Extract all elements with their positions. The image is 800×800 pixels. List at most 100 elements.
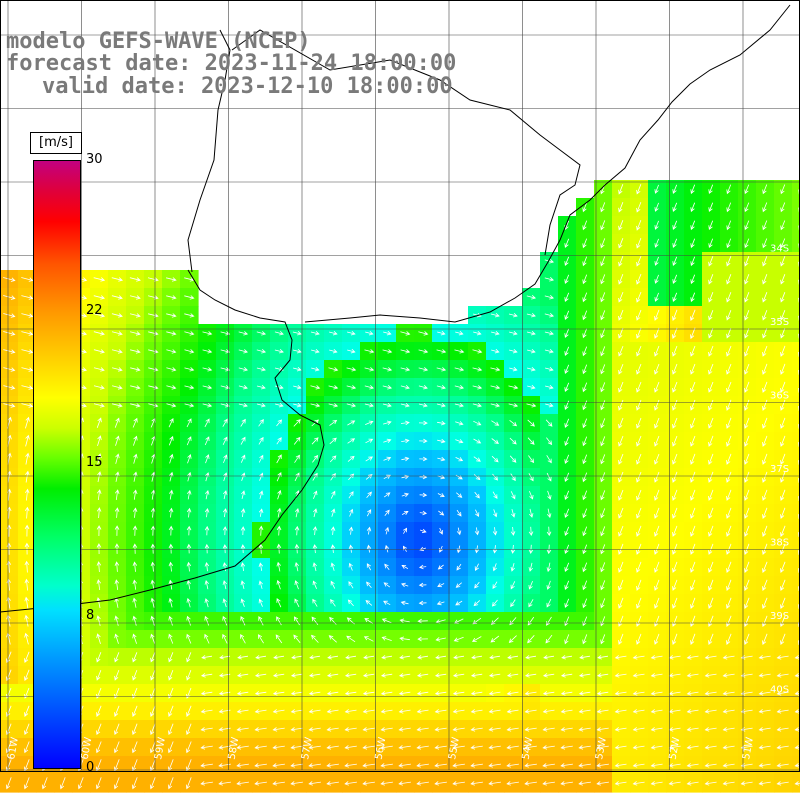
wind-cell bbox=[522, 630, 541, 649]
wind-arrow bbox=[618, 525, 624, 537]
wind-arrow bbox=[690, 543, 696, 555]
wind-cell bbox=[792, 180, 800, 199]
wind-arrow bbox=[708, 615, 714, 627]
wind-arrow bbox=[780, 543, 786, 555]
wind-arrow bbox=[205, 472, 210, 482]
wind-arrow bbox=[400, 385, 410, 390]
wind-arrow bbox=[168, 652, 174, 663]
wind-arrow bbox=[272, 709, 285, 714]
wind-arrow bbox=[6, 669, 12, 682]
wind-arrow bbox=[382, 367, 393, 372]
wind-arrow bbox=[96, 669, 102, 681]
wind-arrow bbox=[328, 403, 339, 408]
wind-arrow bbox=[312, 598, 318, 607]
wind-arrow bbox=[293, 402, 302, 408]
wind-arrow bbox=[166, 349, 177, 354]
wind-arrow bbox=[382, 349, 393, 354]
wind-arrow bbox=[362, 727, 375, 732]
wind-arrow bbox=[474, 581, 480, 589]
wind-arrow bbox=[293, 385, 302, 390]
wind-arrow bbox=[258, 419, 264, 427]
wind-arrow bbox=[794, 673, 800, 678]
wind-arrow bbox=[380, 727, 393, 732]
wind-arrow bbox=[726, 633, 732, 645]
wind-arrow bbox=[490, 385, 501, 390]
wind-arrow bbox=[780, 328, 786, 339]
wind-arrow bbox=[488, 709, 501, 714]
wind-arrow bbox=[618, 507, 624, 519]
wind-cell bbox=[432, 576, 451, 595]
wind-arrow bbox=[780, 525, 786, 537]
wind-arrow bbox=[545, 634, 553, 644]
wind-arrow bbox=[416, 727, 429, 732]
wind-arrow bbox=[762, 435, 768, 447]
wind-arrow bbox=[184, 385, 195, 390]
wind-arrow bbox=[708, 328, 714, 339]
wind-arrow bbox=[744, 256, 750, 267]
wind-arrow bbox=[186, 543, 192, 554]
wind-arrow bbox=[401, 511, 409, 516]
wind-arrow bbox=[254, 781, 267, 786]
wind-arrow bbox=[200, 691, 213, 696]
wind-arrow bbox=[758, 691, 771, 696]
wind-arrow bbox=[704, 655, 717, 660]
wind-cell bbox=[504, 576, 523, 595]
wind-cell bbox=[792, 468, 800, 487]
wind-arrow bbox=[130, 385, 141, 390]
wind-arrow bbox=[686, 745, 699, 750]
wind-arrow bbox=[254, 745, 267, 750]
wind-arrow bbox=[6, 560, 12, 573]
wind-arrow bbox=[290, 745, 303, 750]
wind-arrow bbox=[419, 456, 428, 462]
wind-arrow bbox=[236, 691, 249, 696]
wind-arrow bbox=[93, 385, 105, 390]
wind-arrow bbox=[3, 367, 16, 372]
wind-arrow bbox=[364, 349, 375, 354]
wind-arrow bbox=[654, 435, 660, 447]
wind-arrow bbox=[97, 453, 102, 464]
wind-arrow bbox=[363, 636, 374, 642]
wind-arrow bbox=[326, 763, 339, 768]
wind-arrow bbox=[398, 727, 411, 732]
wind-arrow bbox=[380, 709, 393, 714]
wind-arrow bbox=[473, 474, 481, 481]
wind-arrow bbox=[25, 416, 30, 429]
wind-arrow bbox=[636, 633, 642, 645]
wind-arrow bbox=[527, 367, 536, 372]
wind-arrow bbox=[762, 489, 768, 501]
wind-arrow bbox=[762, 507, 768, 519]
wind-arrow bbox=[780, 633, 786, 645]
wind-arrow bbox=[326, 781, 339, 786]
wind-arrow bbox=[758, 745, 771, 750]
wind-arrow bbox=[632, 781, 645, 786]
wind-arrow bbox=[97, 471, 102, 483]
wind-arrow bbox=[150, 597, 155, 608]
wind-arrow bbox=[240, 633, 246, 644]
wind-cell bbox=[792, 216, 800, 235]
wind-arrow bbox=[150, 615, 155, 626]
wind-arrow bbox=[600, 454, 606, 465]
wind-arrow bbox=[222, 598, 227, 608]
wind-arrow bbox=[780, 471, 786, 483]
wind-arrow bbox=[132, 615, 137, 626]
wind-arrow bbox=[578, 745, 591, 750]
wind-arrow bbox=[383, 438, 392, 443]
wind-arrow bbox=[254, 727, 267, 732]
wind-arrow bbox=[398, 709, 411, 714]
wind-cell bbox=[306, 432, 325, 451]
wind-cell bbox=[234, 414, 253, 433]
wind-arrow bbox=[600, 436, 606, 447]
wind-arrow bbox=[596, 745, 609, 750]
wind-arrow bbox=[364, 385, 375, 390]
wind-arrow bbox=[794, 709, 800, 714]
wind-arrow bbox=[132, 525, 138, 536]
wind-arrow bbox=[77, 777, 84, 790]
wind-arrow bbox=[493, 509, 498, 518]
wind-arrow bbox=[780, 220, 786, 231]
wind-arrow bbox=[238, 349, 249, 354]
wind-arrow bbox=[168, 489, 174, 500]
wind-arrow bbox=[744, 525, 750, 537]
wind-arrow bbox=[740, 781, 753, 786]
wind-arrow bbox=[114, 507, 120, 518]
wind-cell bbox=[486, 612, 505, 631]
